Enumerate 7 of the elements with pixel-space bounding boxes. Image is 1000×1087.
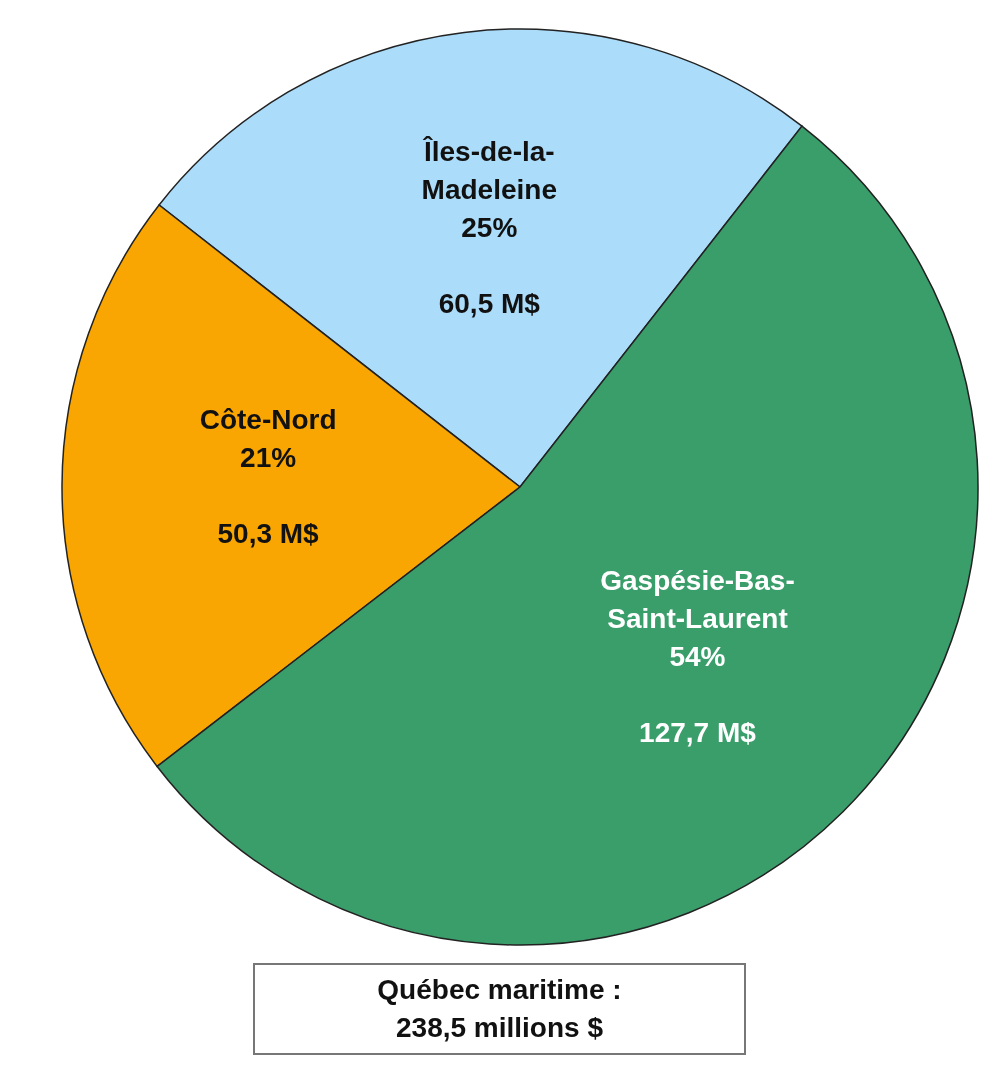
text: 54% 127,7 M$	[639, 640, 756, 748]
text: Québec maritime : 238,5 millions $	[253, 963, 746, 1055]
text: 25% 60,5 M$	[438, 211, 540, 319]
slice-label: Îles-de-la-Madeleine	[421, 135, 557, 205]
slice-label: Côte-Nord	[199, 404, 337, 436]
slice-label: Gaspésie-Bas-Saint-Laurent	[600, 564, 795, 634]
text: 21% 50,3 M$	[217, 442, 319, 550]
